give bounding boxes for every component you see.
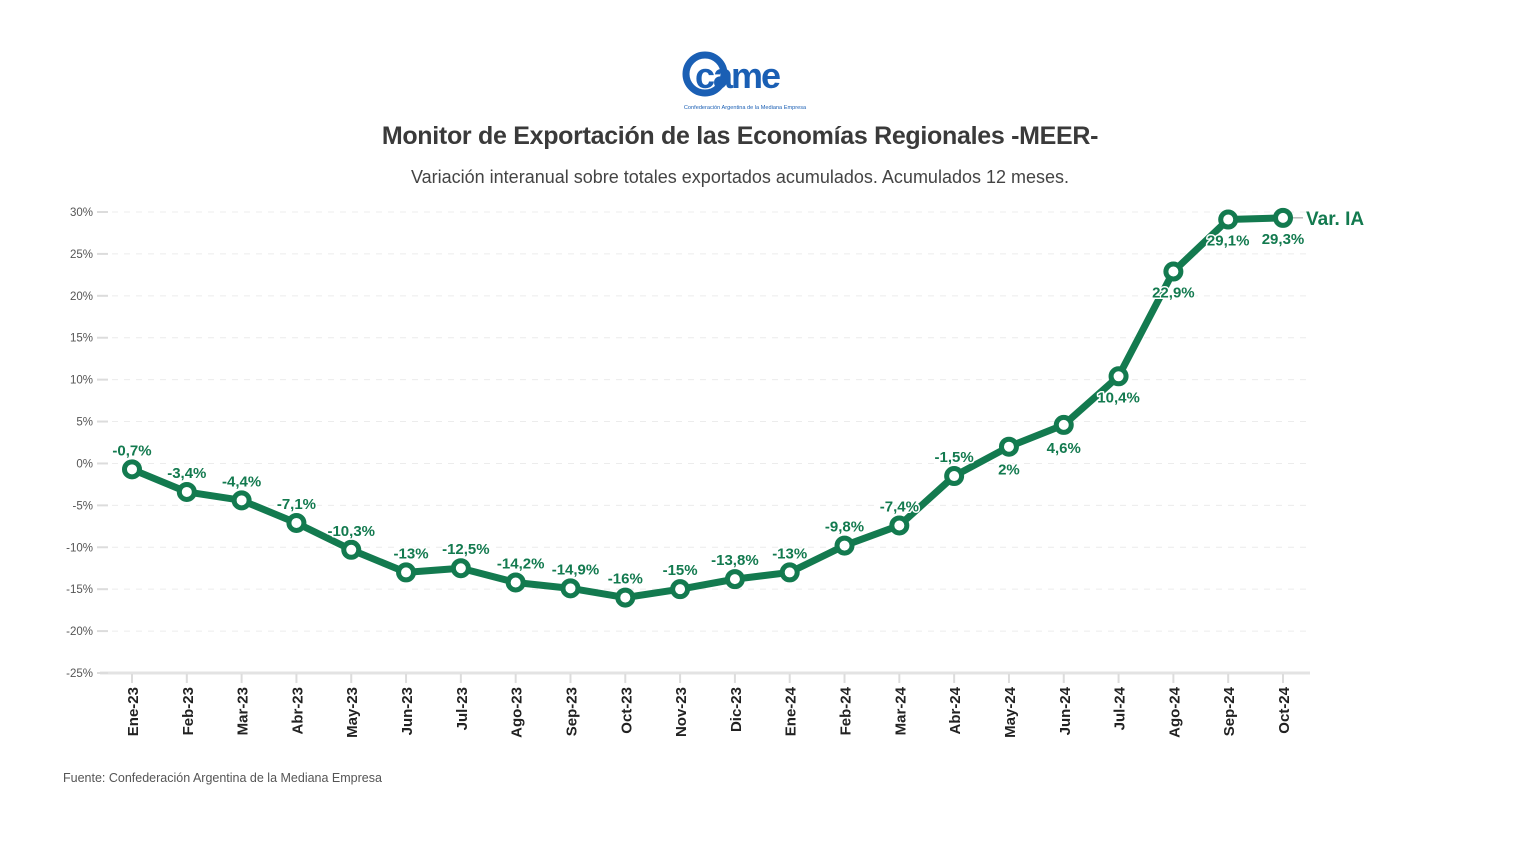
x-tick-label: May-23 [344,687,361,738]
data-label: -0,7% [112,442,151,459]
x-tick-label: Ene-24 [783,686,800,736]
y-tick-label: 25% [70,249,93,261]
x-tick-label: Oct-24 [1276,686,1293,733]
y-tick-label: 15% [70,333,93,345]
data-label: -10,3% [327,523,375,540]
data-label: -12,5% [442,541,490,558]
data-label: -15% [663,562,698,579]
data-point [286,512,307,533]
data-label: -7,4% [880,498,919,515]
source-note: Fuente: Confederación Argentina de la Me… [63,771,382,785]
x-tick-label: Abr-24 [947,686,964,734]
data-point [724,569,745,590]
chart-subtitle: Variación interanual sobre totales expor… [410,167,1070,187]
data-point [1053,414,1074,435]
y-tick-label: 10% [70,375,93,387]
x-tick-label: May-24 [1002,686,1019,738]
data-point [505,572,526,593]
x-tick-label: Mar-24 [892,686,909,735]
y-tick-label: 30% [70,207,93,219]
x-tick-label: Jul-23 [454,687,471,730]
data-label: -9,8% [825,519,864,536]
data-label: 10,4% [1097,389,1140,406]
data-label: 29,3% [1262,231,1305,248]
data-point [122,459,142,480]
y-tick-label: -20% [66,626,93,638]
chart-title: Monitor de Exportación de las Economías … [381,122,1099,150]
x-tick-label: Ago-24 [1166,686,1183,737]
data-label: 4,6% [1047,440,1081,457]
data-point [1273,207,1293,228]
logo-caption: Confederación Argentina de la Mediana Em… [684,105,807,111]
grid-lines [97,211,1310,675]
data-point [944,466,965,487]
x-tick-label: Abr-23 [289,687,306,735]
y-tick-label: -5% [73,500,93,512]
x-tick-label: Jul-24 [1112,686,1129,730]
data-label: -3,4% [167,465,206,482]
x-tick-label: Mar-23 [235,687,252,735]
data-point [560,578,581,599]
data-label: -1,5% [935,449,974,466]
series-line [128,214,1287,602]
y-tick-label: 20% [70,291,93,303]
y-tick-label: -25% [66,668,93,680]
data-point [779,562,800,583]
x-tick-label: Sep-24 [1221,686,1238,736]
data-point [1218,209,1239,230]
logo-wordmark: came [695,55,780,96]
data-label: -13% [394,545,429,562]
data-point [670,579,691,600]
data-point [1108,366,1129,387]
y-tick-label: -10% [66,542,93,554]
series-label: Var. IA [1306,209,1364,230]
x-tick-label: Jun-24 [1057,686,1074,735]
data-label: -14,9% [552,561,600,578]
x-tick-label: Ene-23 [125,687,142,736]
x-tick-label: Feb-24 [838,686,855,735]
data-labels: -0,7% -3,4% -4,4% -7,1% -10,3% -13% -12,5% -14,… [111,209,1364,589]
data-label: -14,2% [497,555,545,572]
x-tick-label: Sep-23 [563,687,580,736]
data-point [889,515,910,536]
series-var-ia [122,207,1293,608]
x-tick-label: Jun-23 [399,687,416,735]
x-axis: Ene-23 Feb-23 Mar-23 Abr-23 May-23 Jun-23 Jul-… [125,674,1293,738]
y-tick-label: 0% [76,458,93,470]
x-tick-label: Feb-23 [180,687,197,735]
data-label: -16% [608,571,643,588]
x-tick-label: Oct-23 [618,687,635,734]
x-tick-label: Ago-23 [509,687,526,738]
y-tick-label: -15% [66,584,93,596]
data-point [998,436,1019,457]
data-point [341,539,362,560]
came-logo: came Confederación Argentina de la Media… [682,51,807,111]
data-label: -7,1% [277,496,316,513]
data-label: -13% [772,545,807,562]
x-tick-label: Nov-23 [673,687,690,737]
data-point [396,562,417,583]
data-point [176,481,197,502]
data-label: -4,4% [222,473,261,490]
data-point [1163,261,1184,282]
data-label: 22,9% [1152,285,1195,302]
y-tick-label: 5% [76,417,93,429]
x-tick-label: Dic-23 [728,687,745,732]
data-label: 2% [998,462,1020,479]
data-point [231,490,252,511]
data-point [834,535,855,556]
y-axis: 30% 25% 20% 15% 10% 5% 0% -5% -10% -15% -20% -25% [66,207,93,680]
data-label: -13,8% [711,552,759,569]
data-point [450,558,471,579]
logo-ring-icon [682,51,728,97]
data-label: 29,1% [1207,233,1250,250]
data-point [615,587,636,608]
